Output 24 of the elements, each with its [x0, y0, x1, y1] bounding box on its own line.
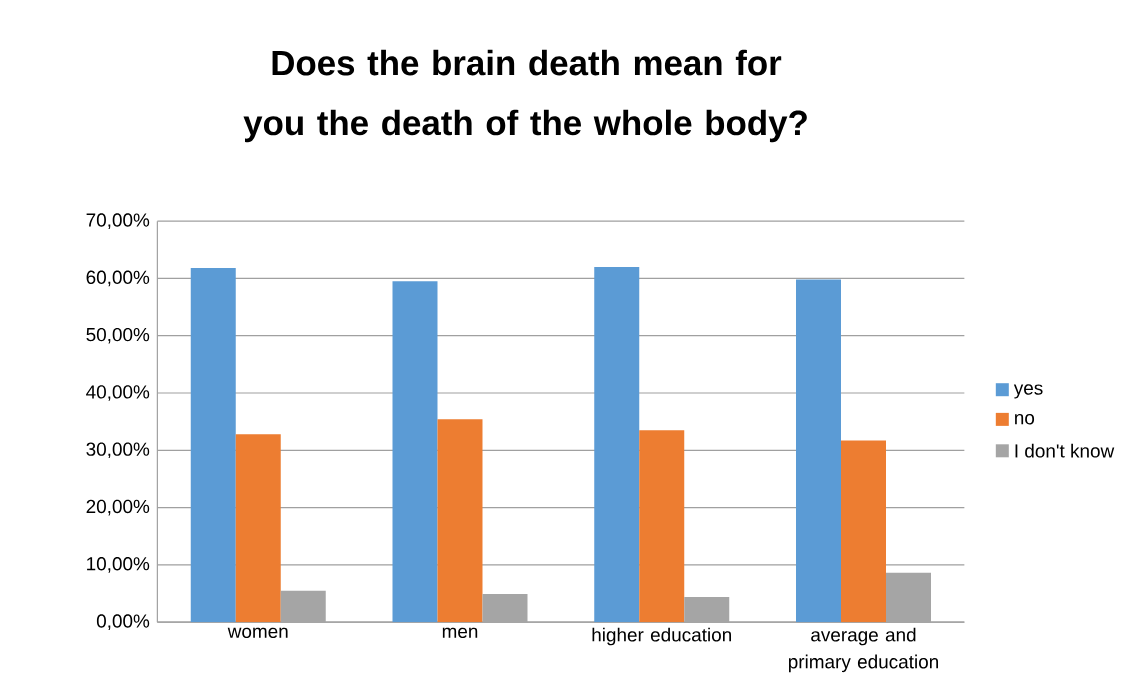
y-tick-label: 50,00%	[86, 327, 150, 344]
bar	[190, 268, 236, 623]
y-tick-label: 70,00%	[86, 213, 150, 229]
x-tick-label: men	[442, 627, 478, 639]
y-tick-label: 40,00%	[86, 385, 150, 401]
y-tick-label: 30,00%	[86, 442, 150, 459]
legend-label: I don't know	[1015, 443, 1115, 458]
legend-label: yes	[1013, 384, 1043, 399]
bar	[392, 281, 438, 623]
bar	[594, 266, 640, 623]
y-tick-label: 60,00%	[86, 270, 150, 287]
bar	[235, 434, 281, 623]
x-tick-label: higher education	[592, 627, 731, 646]
legend-label: no	[1015, 414, 1035, 425]
x-tick-label: women	[227, 627, 288, 639]
y-tick-label: 20,00%	[86, 499, 150, 516]
y-tick-label: 0,00%	[96, 614, 150, 630]
bar	[639, 430, 685, 623]
bar	[841, 440, 886, 623]
bar	[796, 279, 841, 623]
x-tick-label: average and primary education	[788, 627, 938, 673]
chart-title: Does the brain death mean for you the death of the whole body?	[243, 49, 807, 143]
bar	[437, 419, 483, 623]
y-tick-label: 10,00%	[87, 557, 150, 573]
